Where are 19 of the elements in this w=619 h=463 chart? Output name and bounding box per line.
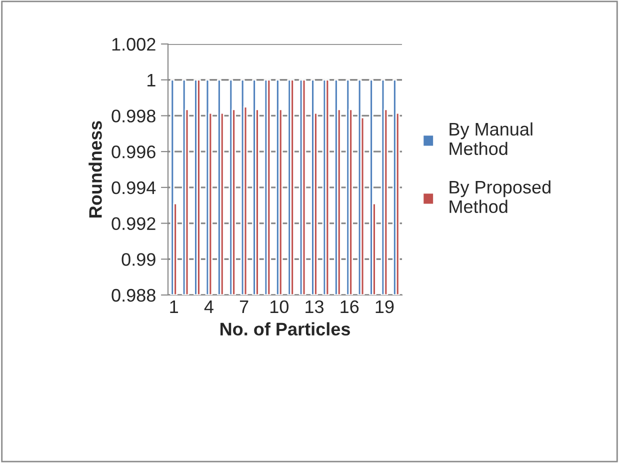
y-tick-label: 0.992 xyxy=(112,217,156,230)
y-tick-label: 0.996 xyxy=(112,146,156,158)
y-tick-label: 0.994 xyxy=(112,181,156,194)
y-tick-label: 1 xyxy=(148,74,156,86)
y-tick-label: 1.002 xyxy=(112,38,156,51)
x-tick-label: 1 xyxy=(170,300,178,313)
x-tick-label: 7 xyxy=(240,300,248,313)
x-axis-title: No. of Particles xyxy=(220,322,350,336)
y-tick-label: 0.988 xyxy=(112,288,156,302)
y-tick-label: 0.998 xyxy=(112,110,156,122)
x-tick-label: 4 xyxy=(204,300,214,313)
x-tick-label: 10 xyxy=(270,300,288,314)
y-tick-label: 0.99 xyxy=(122,253,156,266)
x-tick-label: 19 xyxy=(376,300,394,314)
x-tick-label: 16 xyxy=(340,300,359,314)
y-axis-title: Roundness xyxy=(88,121,102,218)
legend-label: By Manual Method xyxy=(450,122,532,156)
legend-label: By Proposed Method xyxy=(450,180,550,214)
x-tick-label: 13 xyxy=(306,300,324,314)
